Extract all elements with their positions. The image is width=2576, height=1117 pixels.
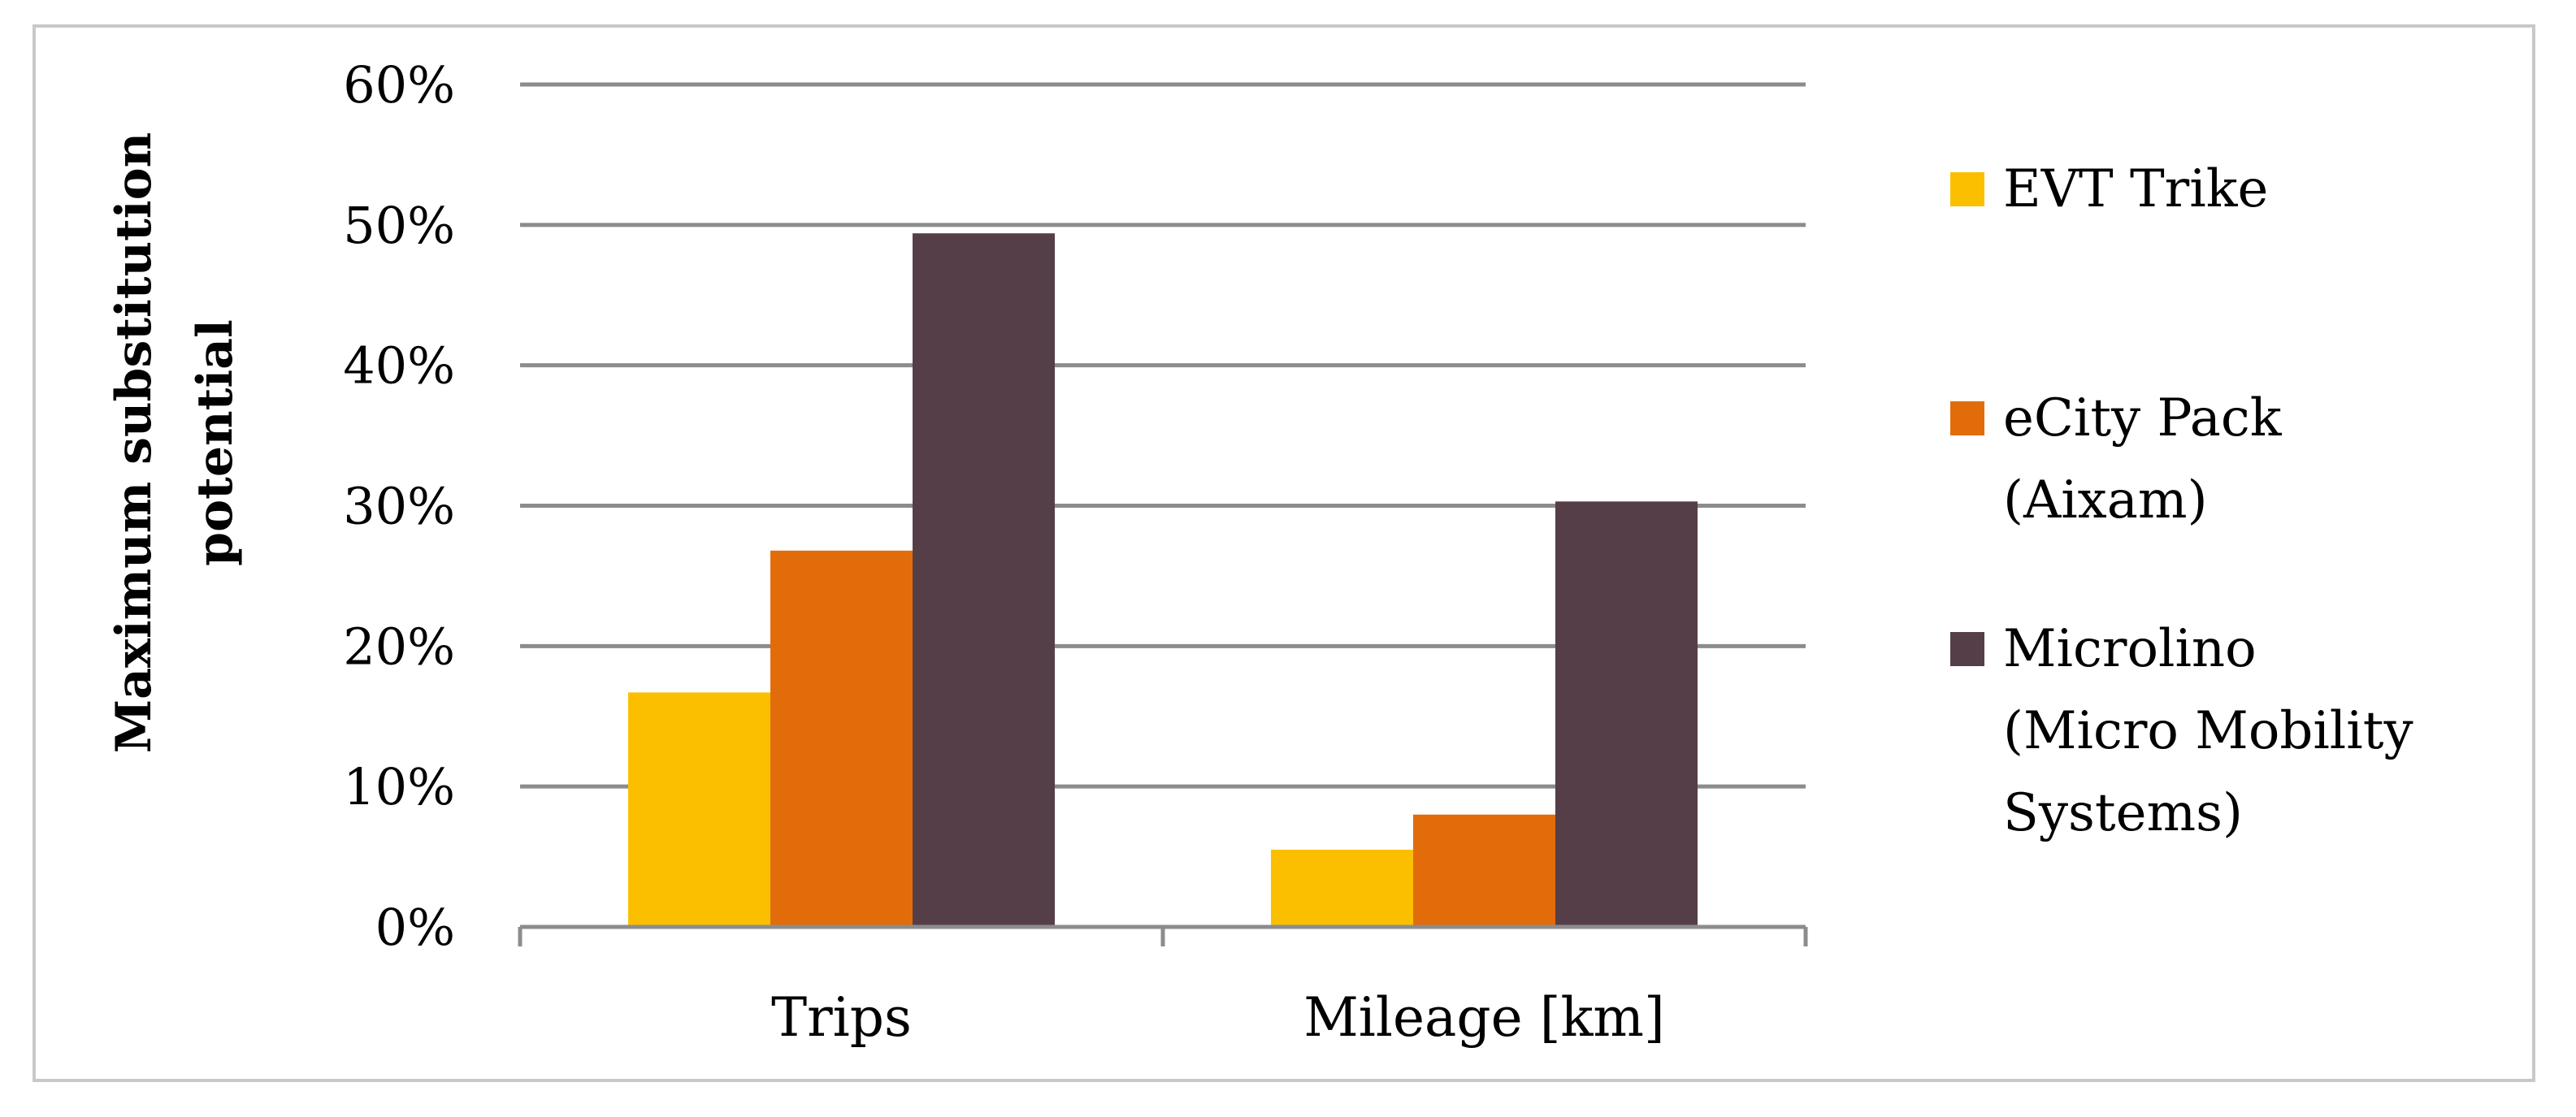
category-label: Trips (771, 986, 912, 1049)
legend-label: Microlino (2003, 619, 2257, 679)
legend-label: eCity Pack (2003, 388, 2283, 448)
bar (770, 550, 913, 927)
legend-label: (Aixam) (2003, 470, 2208, 530)
y-tick-label: 0% (375, 898, 455, 957)
y-tick-label: 10% (343, 757, 455, 816)
x-axis (518, 924, 1808, 946)
legend-label: (Micro Mobility (2003, 701, 2413, 761)
category-label: Mileage [km] (1303, 986, 1665, 1049)
y-axis-ticks: 0% 10% 20% 30% 40% 50% 60% (343, 55, 455, 957)
legend: EVT Trike eCity Pack (Aixam) Microlino (Micr… (1950, 159, 2413, 843)
legend-swatch (1950, 172, 1984, 206)
y-axis-title-line: potential (187, 319, 244, 566)
bar (1413, 814, 1555, 927)
bar (1555, 501, 1698, 927)
category-labels: Trips Mileage [km] (771, 986, 1665, 1049)
y-axis-title-group: Maximum substitution potential (106, 132, 244, 753)
bar (913, 233, 1055, 927)
legend-label: Systems) (2003, 783, 2243, 843)
y-tick-label: 30% (343, 477, 455, 536)
y-axis-title-line: Maximum substitution (106, 132, 163, 753)
y-tick-label: 40% (343, 336, 455, 396)
legend-swatch (1950, 632, 1984, 666)
y-tick-label: 20% (343, 617, 455, 676)
bars (628, 233, 1698, 927)
y-axis-title: Maximum substitution potential (106, 132, 244, 753)
bar (628, 692, 770, 927)
legend-label: EVT Trike (2003, 159, 2268, 219)
y-tick-label: 60% (343, 55, 455, 115)
y-tick-label: 50% (343, 196, 455, 255)
legend-swatch (1950, 401, 1984, 435)
bar (1271, 849, 1413, 927)
